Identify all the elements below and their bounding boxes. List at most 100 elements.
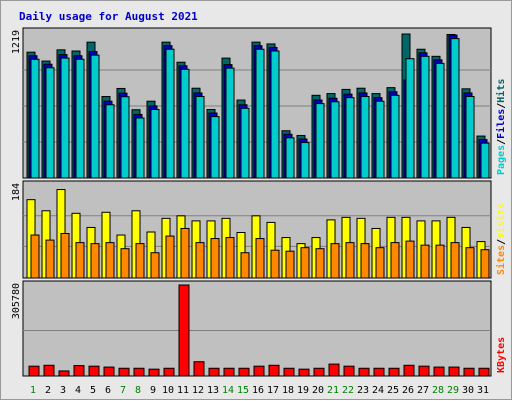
x-tick-label: 12 (192, 385, 204, 396)
x-tick-label: 16 (252, 385, 264, 396)
x-tick-label: 4 (75, 385, 81, 396)
pages-bar (240, 107, 250, 179)
legend-kbytes-part: KBytes (496, 337, 507, 373)
x-tick-label: 30 (462, 385, 474, 396)
sites-bar (195, 242, 205, 279)
y-max-label: 305780 (11, 283, 22, 319)
kbytes-bar (58, 370, 70, 377)
pages-bar (150, 108, 160, 179)
sites-bar (360, 243, 370, 279)
sites-bar (255, 238, 265, 279)
x-tick-label: 6 (105, 385, 111, 396)
pages-bar (30, 58, 40, 179)
kbytes-bar (403, 364, 415, 377)
sites-bar (120, 248, 130, 279)
kbytes-bar (433, 366, 445, 377)
sites-bar (60, 233, 70, 279)
kbytes-bar (133, 367, 145, 377)
kbytes-bar (373, 367, 385, 377)
kbytes-bar (343, 365, 355, 377)
legend-hits-files-pages-part: / (496, 103, 507, 109)
pages-bar (390, 94, 400, 179)
sites-bar (165, 235, 175, 279)
bars (26, 33, 490, 377)
sites-bar (330, 243, 340, 279)
x-tick-label: 8 (135, 385, 141, 396)
pages-bar (465, 95, 475, 179)
kbytes-bar (388, 367, 400, 377)
kbytes-bar (478, 367, 490, 377)
pages-bar (375, 100, 385, 179)
kbytes-bar (73, 365, 85, 377)
kbytes-bar (463, 367, 475, 377)
legend-kbytes: KBytes (496, 337, 507, 373)
legend-visits-sites-part: / (496, 239, 507, 245)
sites-bar (345, 242, 355, 279)
pages-bar (210, 116, 220, 179)
pages-bar (75, 58, 85, 179)
kbytes-bar (193, 361, 205, 377)
legend-hits-files-pages-part: Pages (496, 145, 507, 175)
sites-bar (105, 242, 115, 279)
sites-bar (240, 252, 250, 279)
pages-bar (330, 101, 340, 179)
kbytes-bar (103, 366, 115, 377)
pages-bar (435, 62, 445, 179)
sites-bar (45, 239, 55, 279)
kbytes-bar (283, 367, 295, 377)
sites-bar (300, 247, 310, 279)
x-tick-label: 2 (45, 385, 51, 396)
x-tick-label: 20 (312, 385, 324, 396)
sites-bar (375, 247, 385, 279)
x-tick-label: 22 (342, 385, 354, 396)
x-tick-label: 23 (357, 385, 369, 396)
kbytes-bar (148, 368, 160, 377)
legend-visits-sites-part: Sites (495, 245, 507, 275)
sites-bar (270, 249, 280, 279)
x-tick-label: 14 (222, 385, 234, 396)
legend-visits-sites-part: Visits (495, 203, 507, 239)
pages-bar (360, 95, 370, 179)
x-tick-label: 10 (162, 385, 174, 396)
pages-bar (270, 50, 280, 179)
pages-bar (480, 142, 490, 179)
x-tick-label: 11 (177, 385, 189, 396)
sites-bar (435, 244, 445, 279)
pages-bar (90, 54, 100, 179)
pages-bar (285, 137, 295, 179)
legend-hits-files-pages-part: Files (495, 109, 507, 139)
sites-bar (135, 243, 145, 279)
y-max-label: 184 (11, 183, 22, 201)
kbytes-bar (43, 364, 55, 377)
pages-bar (135, 117, 145, 179)
sites-bar (315, 248, 325, 279)
kbytes-bar (88, 365, 100, 377)
x-tick-label: 18 (282, 385, 294, 396)
legend-hits-files-pages-part: Hits (495, 79, 507, 103)
kbytes-bar (163, 367, 175, 377)
legend-visits-sites: Sites/Visits (495, 203, 507, 275)
legend-hits-files-pages-part: / (496, 139, 507, 145)
pages-bar (315, 103, 325, 179)
x-tick-label: 5 (90, 385, 96, 396)
x-tick-label: 13 (207, 385, 219, 396)
kbytes-bar (238, 367, 250, 377)
x-tick-label: 31 (477, 385, 489, 396)
x-tick-label: 17 (267, 385, 279, 396)
kbytes-bar (268, 364, 280, 377)
sites-bar (450, 242, 460, 279)
sites-bar (210, 238, 220, 279)
x-tick-label: 26 (402, 385, 414, 396)
sites-bar (390, 242, 400, 279)
pages-bar (300, 142, 310, 179)
x-tick-label: 1 (30, 385, 36, 396)
x-tick-label: 28 (432, 385, 444, 396)
kbytes-bar (328, 363, 340, 377)
pages-bar (105, 104, 115, 179)
y-max-label: 1219 (11, 30, 22, 54)
pages-bar (120, 96, 130, 179)
kbytes-bar (298, 368, 310, 377)
